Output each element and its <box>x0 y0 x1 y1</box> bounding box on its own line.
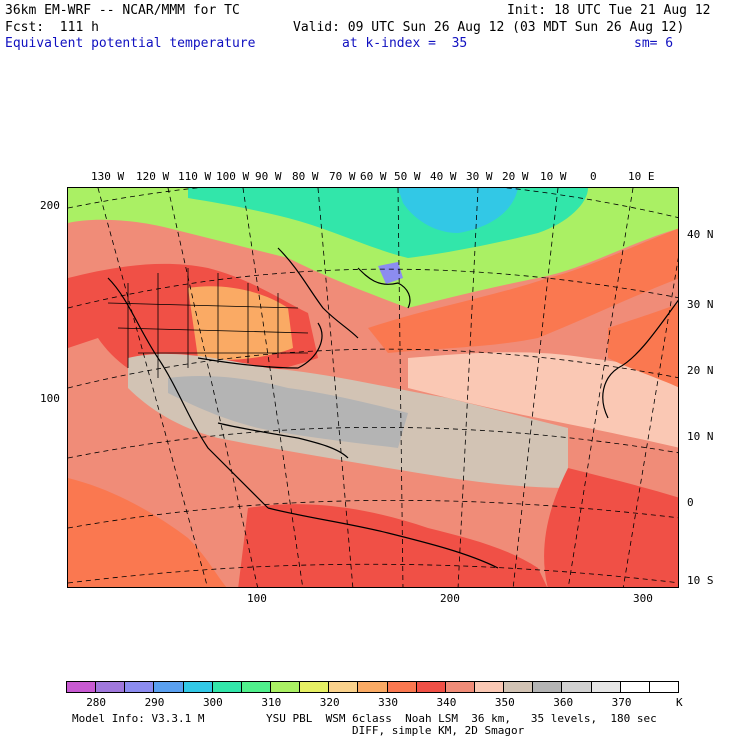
smoothing: sm= 6 <box>634 36 674 51</box>
colorbar-swatch <box>212 682 242 692</box>
latitude-label: 10 S <box>687 574 714 587</box>
latitude-label: 0 <box>687 496 694 509</box>
colorbar-swatch <box>474 682 505 692</box>
physics-info: YSU PBL WSM 6class Noah LSM 36 km, 35 le… <box>266 712 657 725</box>
latitude-label: 20 N <box>687 364 714 377</box>
diffusion-info: DIFF, simple KM, 2D Smagor <box>352 724 525 737</box>
longitude-label: 40 W <box>430 170 457 183</box>
valid-time: Valid: 09 UTC Sun 26 Aug 12 (03 MDT Sun … <box>293 20 685 35</box>
colorbar-swatch <box>591 682 621 692</box>
longitude-label: 80 W <box>292 170 319 183</box>
colorbar-swatch <box>620 682 650 692</box>
forecast-hour: Fcst: 111 h <box>5 20 99 35</box>
colorbar-swatch <box>96 682 126 692</box>
colorbar-swatch <box>183 682 213 692</box>
theta-e-field <box>68 188 678 587</box>
colorbar-swatch <box>358 682 388 692</box>
grid-x-label: 100 <box>247 592 267 605</box>
colorbar-label: 350 <box>494 696 515 709</box>
longitude-label: 100 W <box>216 170 250 183</box>
colorbar-label: 310 <box>261 696 282 709</box>
colorbar-label: 320 <box>319 696 340 709</box>
colorbar-swatch <box>504 682 534 692</box>
longitude-label: 110 W <box>178 170 212 183</box>
longitude-label: 10 W <box>540 170 567 183</box>
longitude-label: 130 W <box>91 170 125 183</box>
colorbar-label: 330 <box>378 696 398 709</box>
colorbar-label: 290 <box>144 696 165 709</box>
colorbar-swatch <box>154 682 184 692</box>
longitude-label: 50 W <box>394 170 421 183</box>
grid-x-label: 200 <box>440 592 460 605</box>
colorbar-swatch <box>562 682 592 692</box>
colorbar-swatch <box>416 682 446 692</box>
model-info: Model Info: V3.3.1 M <box>72 712 205 725</box>
longitude-label: 30 W <box>466 170 493 183</box>
colorbar-swatch <box>67 682 97 692</box>
colorbar-swatch <box>300 682 330 692</box>
latitude-label: 10 N <box>687 430 714 443</box>
latitude-label: 30 N <box>687 298 714 311</box>
colorbar-swatch <box>125 682 155 692</box>
field-name: Equivalent potential temperature <box>5 36 256 51</box>
longitude-label: 70 W <box>329 170 356 183</box>
colorbar-label: 300 <box>202 696 223 709</box>
colorbar-swatch <box>270 682 301 692</box>
latitude-label: 40 N <box>687 228 714 241</box>
colorbar-label: 280 <box>86 696 107 709</box>
colorbar <box>66 681 679 693</box>
grid-x-label: 300 <box>633 592 653 605</box>
longitude-label: 60 W <box>360 170 387 183</box>
colorbar-swatch <box>387 682 417 692</box>
colorbar-label: 340 <box>436 696 457 709</box>
colorbar-unit: K <box>676 696 683 709</box>
longitude-label: 120 W <box>136 170 170 183</box>
longitude-label: 0 <box>590 170 597 183</box>
colorbar-swatch <box>533 682 563 692</box>
colorbar-swatch <box>445 682 475 692</box>
grid-y-label: 100 <box>40 392 60 405</box>
longitude-label: 10 E <box>628 170 655 183</box>
map-plot <box>67 187 679 588</box>
grid-y-label: 200 <box>40 199 60 212</box>
colorbar-swatch <box>649 682 678 692</box>
longitude-label: 90 W <box>255 170 282 183</box>
colorbar-label: 360 <box>553 696 574 709</box>
colorbar-swatch <box>241 682 271 692</box>
colorbar-swatch <box>329 682 359 692</box>
k-index: at k-index = 35 <box>342 36 468 51</box>
colorbar-label: 370 <box>611 696 632 709</box>
longitude-label: 20 W <box>502 170 529 183</box>
init-time: Init: 18 UTC Tue 21 Aug 12 <box>507 3 711 18</box>
model-title: 36km EM-WRF -- NCAR/MMM for TC <box>5 3 240 18</box>
